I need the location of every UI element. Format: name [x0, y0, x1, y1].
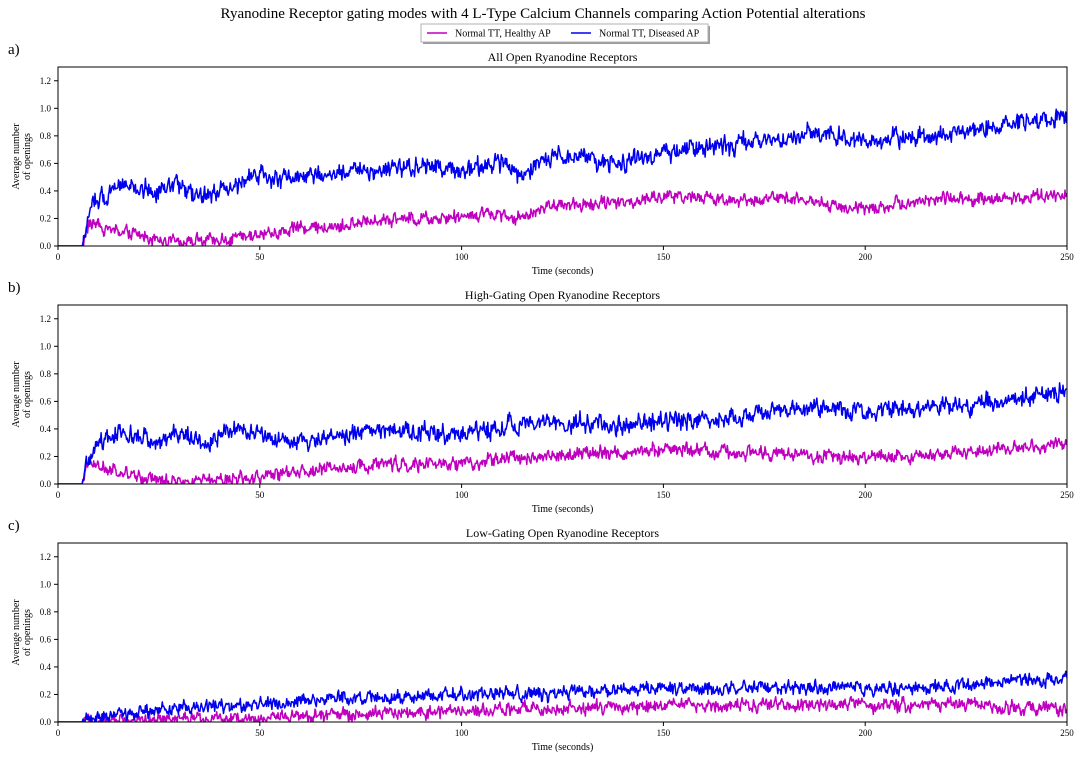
- x-tick-label: 200: [858, 728, 872, 738]
- chart-panels: a) All Open Ryanodine Receptors 0 50 100 150 2…: [8, 42, 1074, 753]
- y-tick-label: 0.4: [40, 186, 52, 196]
- x-tick-label: 150: [657, 252, 671, 262]
- series-line-healthy: [58, 436, 1067, 484]
- panel-letter: a): [8, 42, 20, 58]
- y-tick-label: 0.2: [40, 451, 51, 461]
- panel-letter: b): [8, 280, 21, 296]
- plot-frame: [57, 304, 1068, 485]
- legend-frame: [420, 23, 709, 43]
- x-tick-label: 0: [56, 728, 61, 738]
- x-tick-label: 0: [56, 252, 61, 262]
- x-axis-label: Time (seconds): [532, 742, 594, 753]
- y-tick-label: 1.0: [40, 103, 52, 113]
- y-axis-label: of openings: [22, 133, 33, 180]
- x-tick-label: 250: [1060, 490, 1074, 500]
- y-tick-label: 0.6: [40, 158, 52, 168]
- y-tick-label: 0.6: [40, 634, 52, 644]
- y-tick-label: 0.8: [40, 369, 52, 379]
- series-line-diseased: [58, 382, 1067, 484]
- x-axis-label: Time (seconds): [532, 504, 594, 515]
- x-tick-label: 0: [56, 490, 61, 500]
- y-tick-label: 1.0: [40, 341, 52, 351]
- y-tick-label: 0.0: [40, 479, 52, 489]
- x-tick-label: 50: [255, 490, 265, 500]
- x-tick-label: 250: [1060, 728, 1074, 738]
- plot-frame: [57, 66, 1068, 247]
- x-tick-label: 200: [858, 252, 872, 262]
- plot-frame: [57, 542, 1068, 723]
- panel-c: c) Low-Gating Open Ryanodine Receptors 0 50…: [8, 518, 1074, 753]
- y-axis-label: Average number: [11, 361, 22, 428]
- panel-title: Low-Gating Open Ryanodine Receptors: [466, 526, 659, 540]
- x-tick-label: 100: [455, 490, 469, 500]
- x-tick-label: 150: [657, 728, 671, 738]
- panel-a: a) All Open Ryanodine Receptors 0 50 100 150 2…: [8, 42, 1074, 277]
- legend-label: Normal TT, Diseased AP: [599, 29, 700, 40]
- y-axis-label: of openings: [22, 371, 33, 418]
- y-tick-label: 0.6: [40, 396, 52, 406]
- y-axis-label: Average number: [11, 599, 22, 666]
- figure-title: Ryanodine Receptor gating modes with 4 L…: [221, 6, 866, 22]
- y-tick-label: 0.8: [40, 131, 52, 141]
- x-tick-label: 50: [255, 728, 265, 738]
- x-tick-label: 100: [455, 252, 469, 262]
- y-tick-label: 0.0: [40, 241, 52, 251]
- panel-title: All Open Ryanodine Receptors: [488, 50, 638, 64]
- y-tick-label: 0.2: [40, 213, 51, 223]
- series-line-healthy: [58, 187, 1067, 246]
- x-tick-label: 250: [1060, 252, 1074, 262]
- series-line-diseased: [58, 108, 1067, 246]
- y-tick-label: 1.2: [40, 552, 51, 562]
- y-tick-label: 1.2: [40, 76, 51, 86]
- x-tick-label: 200: [858, 490, 872, 500]
- y-tick-label: 1.0: [40, 579, 52, 589]
- x-axis-label: Time (seconds): [532, 266, 594, 277]
- y-tick-label: 1.2: [40, 314, 51, 324]
- panel-title: High-Gating Open Ryanodine Receptors: [465, 288, 660, 302]
- panel-b: b) High-Gating Open Ryanodine Receptors 0 5…: [8, 280, 1074, 515]
- y-axis-label: of openings: [22, 609, 33, 656]
- y-tick-label: 0.0: [40, 717, 52, 727]
- legend: Normal TT, Healthy AP Normal TT, Diseased…: [420, 23, 710, 44]
- x-tick-label: 100: [455, 728, 469, 738]
- y-tick-label: 0.2: [40, 689, 51, 699]
- y-tick-label: 0.4: [40, 424, 52, 434]
- series-line-healthy: [58, 695, 1067, 722]
- y-tick-label: 0.4: [40, 662, 52, 672]
- y-tick-label: 0.8: [40, 607, 52, 617]
- x-tick-label: 50: [255, 252, 265, 262]
- y-axis-label: Average number: [11, 123, 22, 190]
- series-line-diseased: [58, 670, 1067, 722]
- panel-letter: c): [8, 518, 20, 534]
- x-tick-label: 150: [657, 490, 671, 500]
- legend-label: Normal TT, Healthy AP: [455, 29, 551, 40]
